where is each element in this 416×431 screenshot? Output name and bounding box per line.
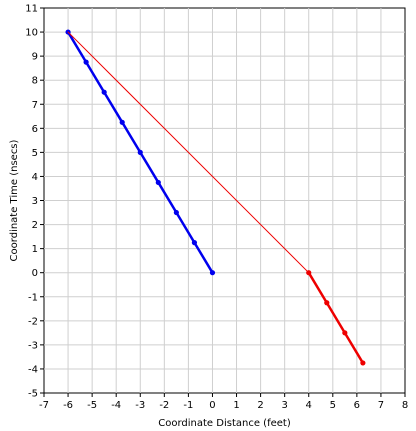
x-tick-label: -2: [159, 400, 169, 411]
y-axis-ticks: -5 -4 -3 -2 -1 0 1 2 3 4 5 6 7 8 9 10 11: [25, 4, 44, 400]
y-tick-label: -5: [28, 389, 38, 400]
data-point: [173, 209, 179, 216]
series-layer: [65, 29, 366, 366]
y-tick-label: 4: [32, 172, 38, 183]
x-tick-label: -3: [135, 400, 145, 411]
x-tick-label: -5: [87, 400, 97, 411]
x-tick-label: 4: [306, 400, 312, 411]
data-point: [342, 330, 348, 336]
y-axis-title: Coordinate Time (nsecs): [9, 139, 20, 261]
data-point: [137, 149, 143, 155]
y-tick-label: 11: [25, 4, 38, 15]
x-tick-label: -1: [183, 400, 193, 411]
grid: [44, 8, 405, 393]
y-tick-label: 5: [32, 148, 38, 159]
data-point: [360, 360, 366, 366]
y-tick-label: 3: [32, 196, 38, 207]
x-axis-title: Coordinate Distance (feet): [158, 418, 291, 429]
y-tick-label: 10: [25, 28, 38, 39]
y-tick-label: -4: [28, 364, 38, 375]
series-line-3: [307, 271, 365, 365]
data-point: [191, 240, 198, 246]
x-tick-label: 1: [233, 400, 239, 411]
x-tick-label: 8: [402, 400, 408, 411]
y-tick-label: 1: [32, 244, 38, 255]
data-point: [324, 300, 330, 306]
x-tick-label: -7: [39, 400, 49, 411]
y-tick-label: 6: [32, 124, 38, 135]
data-point: [209, 270, 216, 276]
x-tick-label: 7: [378, 400, 384, 411]
x-tick-label: 6: [354, 400, 360, 411]
x-tick-label: 0: [209, 400, 215, 411]
y-tick-label: -1: [28, 292, 38, 303]
y-tick-label: -2: [28, 316, 38, 327]
y-tick-label: 9: [32, 52, 38, 63]
data-point: [119, 119, 125, 125]
x-tick-label: 2: [257, 400, 263, 411]
series-line-2: [67, 31, 310, 274]
x-tick-label: 3: [281, 400, 287, 411]
data-point: [155, 179, 161, 186]
data-point: [101, 89, 107, 95]
x-axis-ticks: -7 -6 -5 -4 -3 -2 -1 0 1 2 3 4 5 6 7 8: [39, 393, 408, 411]
data-point: [306, 270, 312, 276]
y-tick-label: 0: [32, 268, 38, 279]
y-tick-label: 7: [32, 100, 38, 111]
y-tick-label: 2: [32, 220, 38, 231]
x-tick-label: -4: [111, 400, 121, 411]
x-tick-label: -6: [63, 400, 73, 411]
x-tick-label: 5: [330, 400, 336, 411]
data-point: [83, 59, 89, 65]
y-tick-label: -3: [28, 340, 38, 351]
y-tick-label: 8: [32, 76, 38, 87]
